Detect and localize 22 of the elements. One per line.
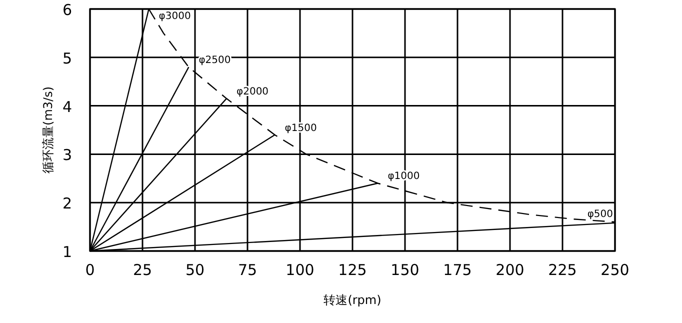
y-tick-label: 4 <box>62 98 72 116</box>
x-tick-label: 50 <box>185 261 205 279</box>
y-tick-label: 6 <box>62 1 72 19</box>
y-tick-label: 5 <box>62 49 72 68</box>
y-axis-title: 循环流量(m3/s) <box>41 86 55 174</box>
series-label: φ500 <box>587 208 613 220</box>
x-tick-label: 200 <box>496 261 524 279</box>
x-tick-label: 100 <box>286 261 314 279</box>
x-tick-label: 125 <box>338 261 367 279</box>
y-tick-label: 2 <box>62 194 72 213</box>
series-label: φ2500 <box>198 55 231 66</box>
x-tick-label: 75 <box>238 261 258 279</box>
x-tick-label: 0 <box>85 261 95 279</box>
x-tick-label: 175 <box>443 261 472 279</box>
x-tick-label: 225 <box>548 261 577 279</box>
x-axis-title: 转速(rpm) <box>324 293 382 307</box>
x-tick-label: 150 <box>390 261 420 279</box>
y-tick-label: 3 <box>62 146 72 164</box>
x-tick-label: 25 <box>132 261 152 279</box>
series-label: φ3000 <box>158 11 191 22</box>
x-tick-label: 250 <box>600 261 630 279</box>
y-tick-label: 1 <box>62 243 72 261</box>
